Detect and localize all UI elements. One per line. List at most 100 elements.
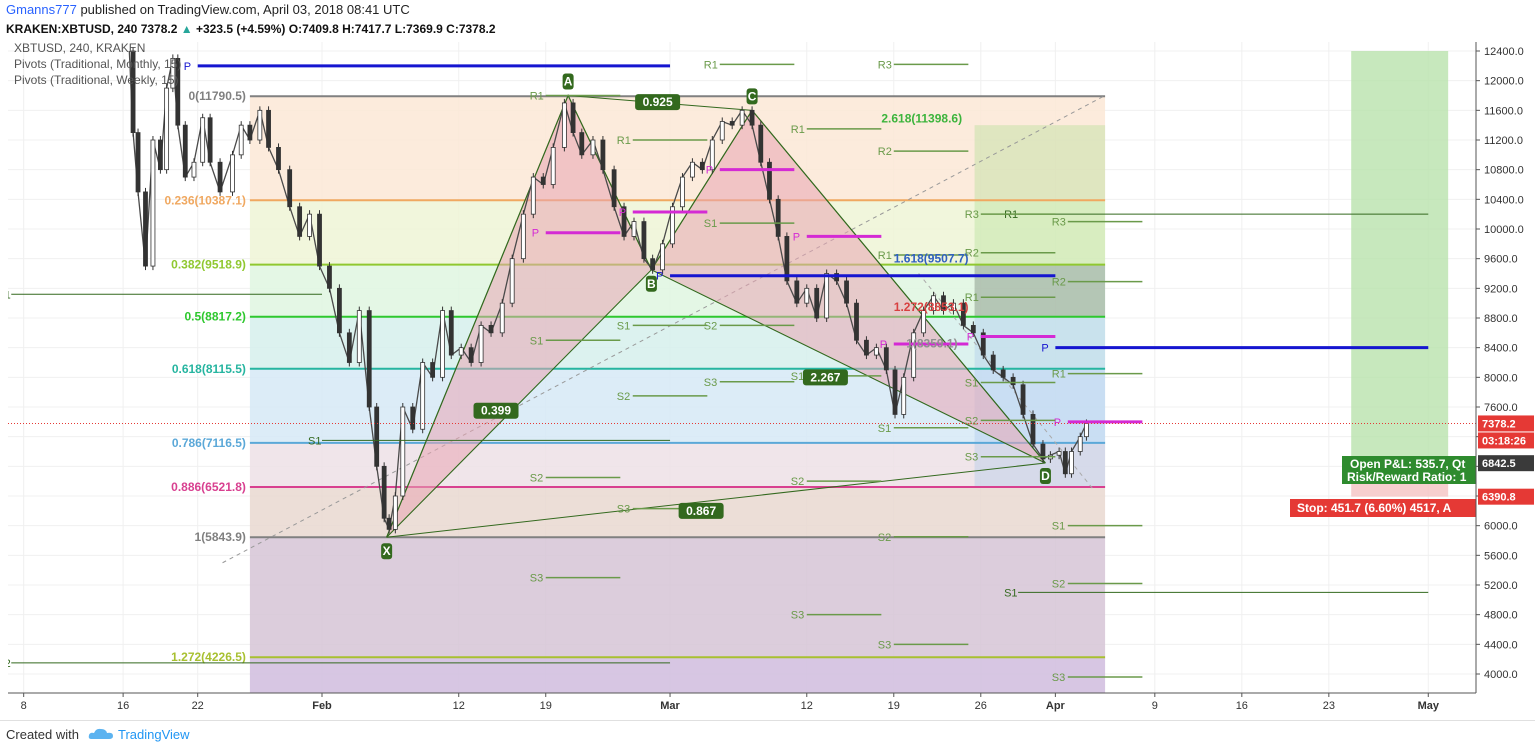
candle [1040, 443, 1046, 460]
candle [386, 517, 392, 530]
pnl-label: Open P&L: 535.7, Qt [1350, 457, 1465, 471]
candle [257, 109, 263, 141]
chart-title: XBTUSD, 240, KRAKEN [14, 41, 146, 55]
weekly-level-label: S2 [617, 391, 630, 403]
candle [1084, 423, 1089, 438]
y-tick-label: 5600.0 [1484, 550, 1518, 562]
candle [287, 169, 293, 208]
monthly-pivot-label: P [656, 271, 663, 283]
weekly-level-label: S2 [1052, 579, 1065, 591]
plot-area: 0(11790.5) 0.236(10387.1) 0.382(9518.9) 0.5… [8, 42, 1476, 693]
monthly-level-label: R1 [1004, 209, 1018, 221]
projection-upper [974, 125, 1106, 265]
pattern-point-b: B [647, 277, 656, 291]
stop-box [1290, 499, 1476, 517]
weekly-level-label: S1 [530, 335, 543, 347]
x-tick-label: 12 [801, 700, 813, 712]
pattern-ratio-badge-bg [635, 94, 681, 111]
weekly-pivot-label: P [532, 228, 539, 240]
weekly-level-label: S2 [704, 320, 717, 332]
weekly-level-label: S3 [617, 504, 630, 516]
weekly-level-label: R1 [704, 59, 718, 71]
candle [150, 139, 156, 267]
y-tick-label: 11200.0 [1484, 135, 1523, 147]
candle [207, 117, 213, 163]
candle [346, 332, 352, 363]
price-chart[interactable]: 0(11790.5) 0.236(10387.1) 0.382(9518.9) 0.5… [0, 0, 1535, 720]
pattern-point-a-bg [562, 73, 574, 90]
weekly-level-label: R3 [1052, 217, 1066, 229]
y-tick-label: 11600.0 [1484, 105, 1523, 117]
weekly-level-label: R2 [965, 248, 979, 260]
candle [307, 213, 312, 237]
monthly-pivot-label: P [1041, 343, 1048, 355]
weekly-pivot-label: P [967, 332, 974, 344]
candle [458, 347, 464, 356]
candle [230, 154, 235, 193]
candle [1056, 451, 1062, 456]
author-link[interactable]: Gmanns777 [6, 2, 77, 17]
candle [175, 58, 181, 126]
countdown-flag: 03:18:26 [1482, 435, 1526, 447]
change-up-icon: ▲ [180, 22, 193, 36]
candle [420, 362, 426, 430]
last-price-flag: 7378.2 [1482, 418, 1516, 430]
candle [960, 302, 966, 326]
tradingview-brand-link[interactable]: TradingView [118, 727, 190, 742]
candle [873, 347, 879, 356]
pattern-point-b-bg [645, 275, 657, 292]
candle [1030, 414, 1036, 445]
stop-price-flag: 6390.8 [1482, 492, 1516, 504]
candle [901, 376, 907, 415]
candle [247, 124, 253, 141]
candle [540, 176, 546, 185]
weekly-level-label: S2 [878, 532, 891, 544]
candle [440, 310, 445, 378]
fib-zone [249, 486, 1106, 538]
candle [641, 221, 647, 260]
weekly-level-label: S3 [791, 610, 804, 622]
x-tick-label: 9 [1152, 700, 1158, 712]
footer: Created with TradingView [0, 720, 1535, 751]
weekly-pivot-label: P [880, 339, 887, 351]
candle [650, 258, 656, 271]
weekly-level-label: R1 [791, 124, 805, 136]
candle [600, 139, 606, 171]
candle [719, 121, 725, 141]
weekly-level-label: R2 [878, 146, 892, 158]
weekly-level-label: S3 [704, 377, 717, 389]
candle [130, 50, 136, 133]
candle [749, 109, 755, 126]
y-tick-label: 10400.0 [1484, 194, 1524, 206]
candle [550, 147, 556, 185]
candle [499, 302, 505, 334]
y-tick-label: 10000.0 [1484, 224, 1524, 236]
fib-zone [249, 442, 1106, 487]
candle [921, 310, 927, 334]
pattern-point-a: A [564, 75, 573, 89]
candle [266, 109, 271, 148]
candle [135, 132, 141, 193]
x-tick-label: 16 [1236, 700, 1248, 712]
indicator-weekly-pivots[interactable]: Pivots (Traditional, Weekly, 15) [14, 73, 179, 87]
fib-extension-label: 1.618(9507.7) [894, 252, 969, 266]
candle [767, 161, 772, 200]
y-tick-label: 12400.0 [1484, 46, 1524, 58]
candle [488, 325, 494, 334]
candle [854, 302, 859, 341]
candle [690, 161, 695, 178]
weekly-level-label: S3 [878, 639, 891, 651]
y-tick-label: 5200.0 [1484, 580, 1518, 592]
indicator-monthly-pivots[interactable]: Pivots (Traditional, Monthly, 15) [14, 57, 182, 71]
candle [1020, 384, 1026, 415]
weekly-level-label: S2 [791, 476, 804, 488]
harmonic-leg [651, 269, 1046, 464]
candle [931, 295, 936, 311]
candle [530, 176, 536, 215]
fib-level-label: 0.886(6521.8) [171, 480, 246, 494]
candle [430, 362, 436, 378]
weekly-level-label: R3 [878, 59, 892, 71]
fib-level-label: 0.786(7116.5) [172, 436, 246, 450]
candle [366, 310, 372, 408]
candle [621, 206, 627, 237]
